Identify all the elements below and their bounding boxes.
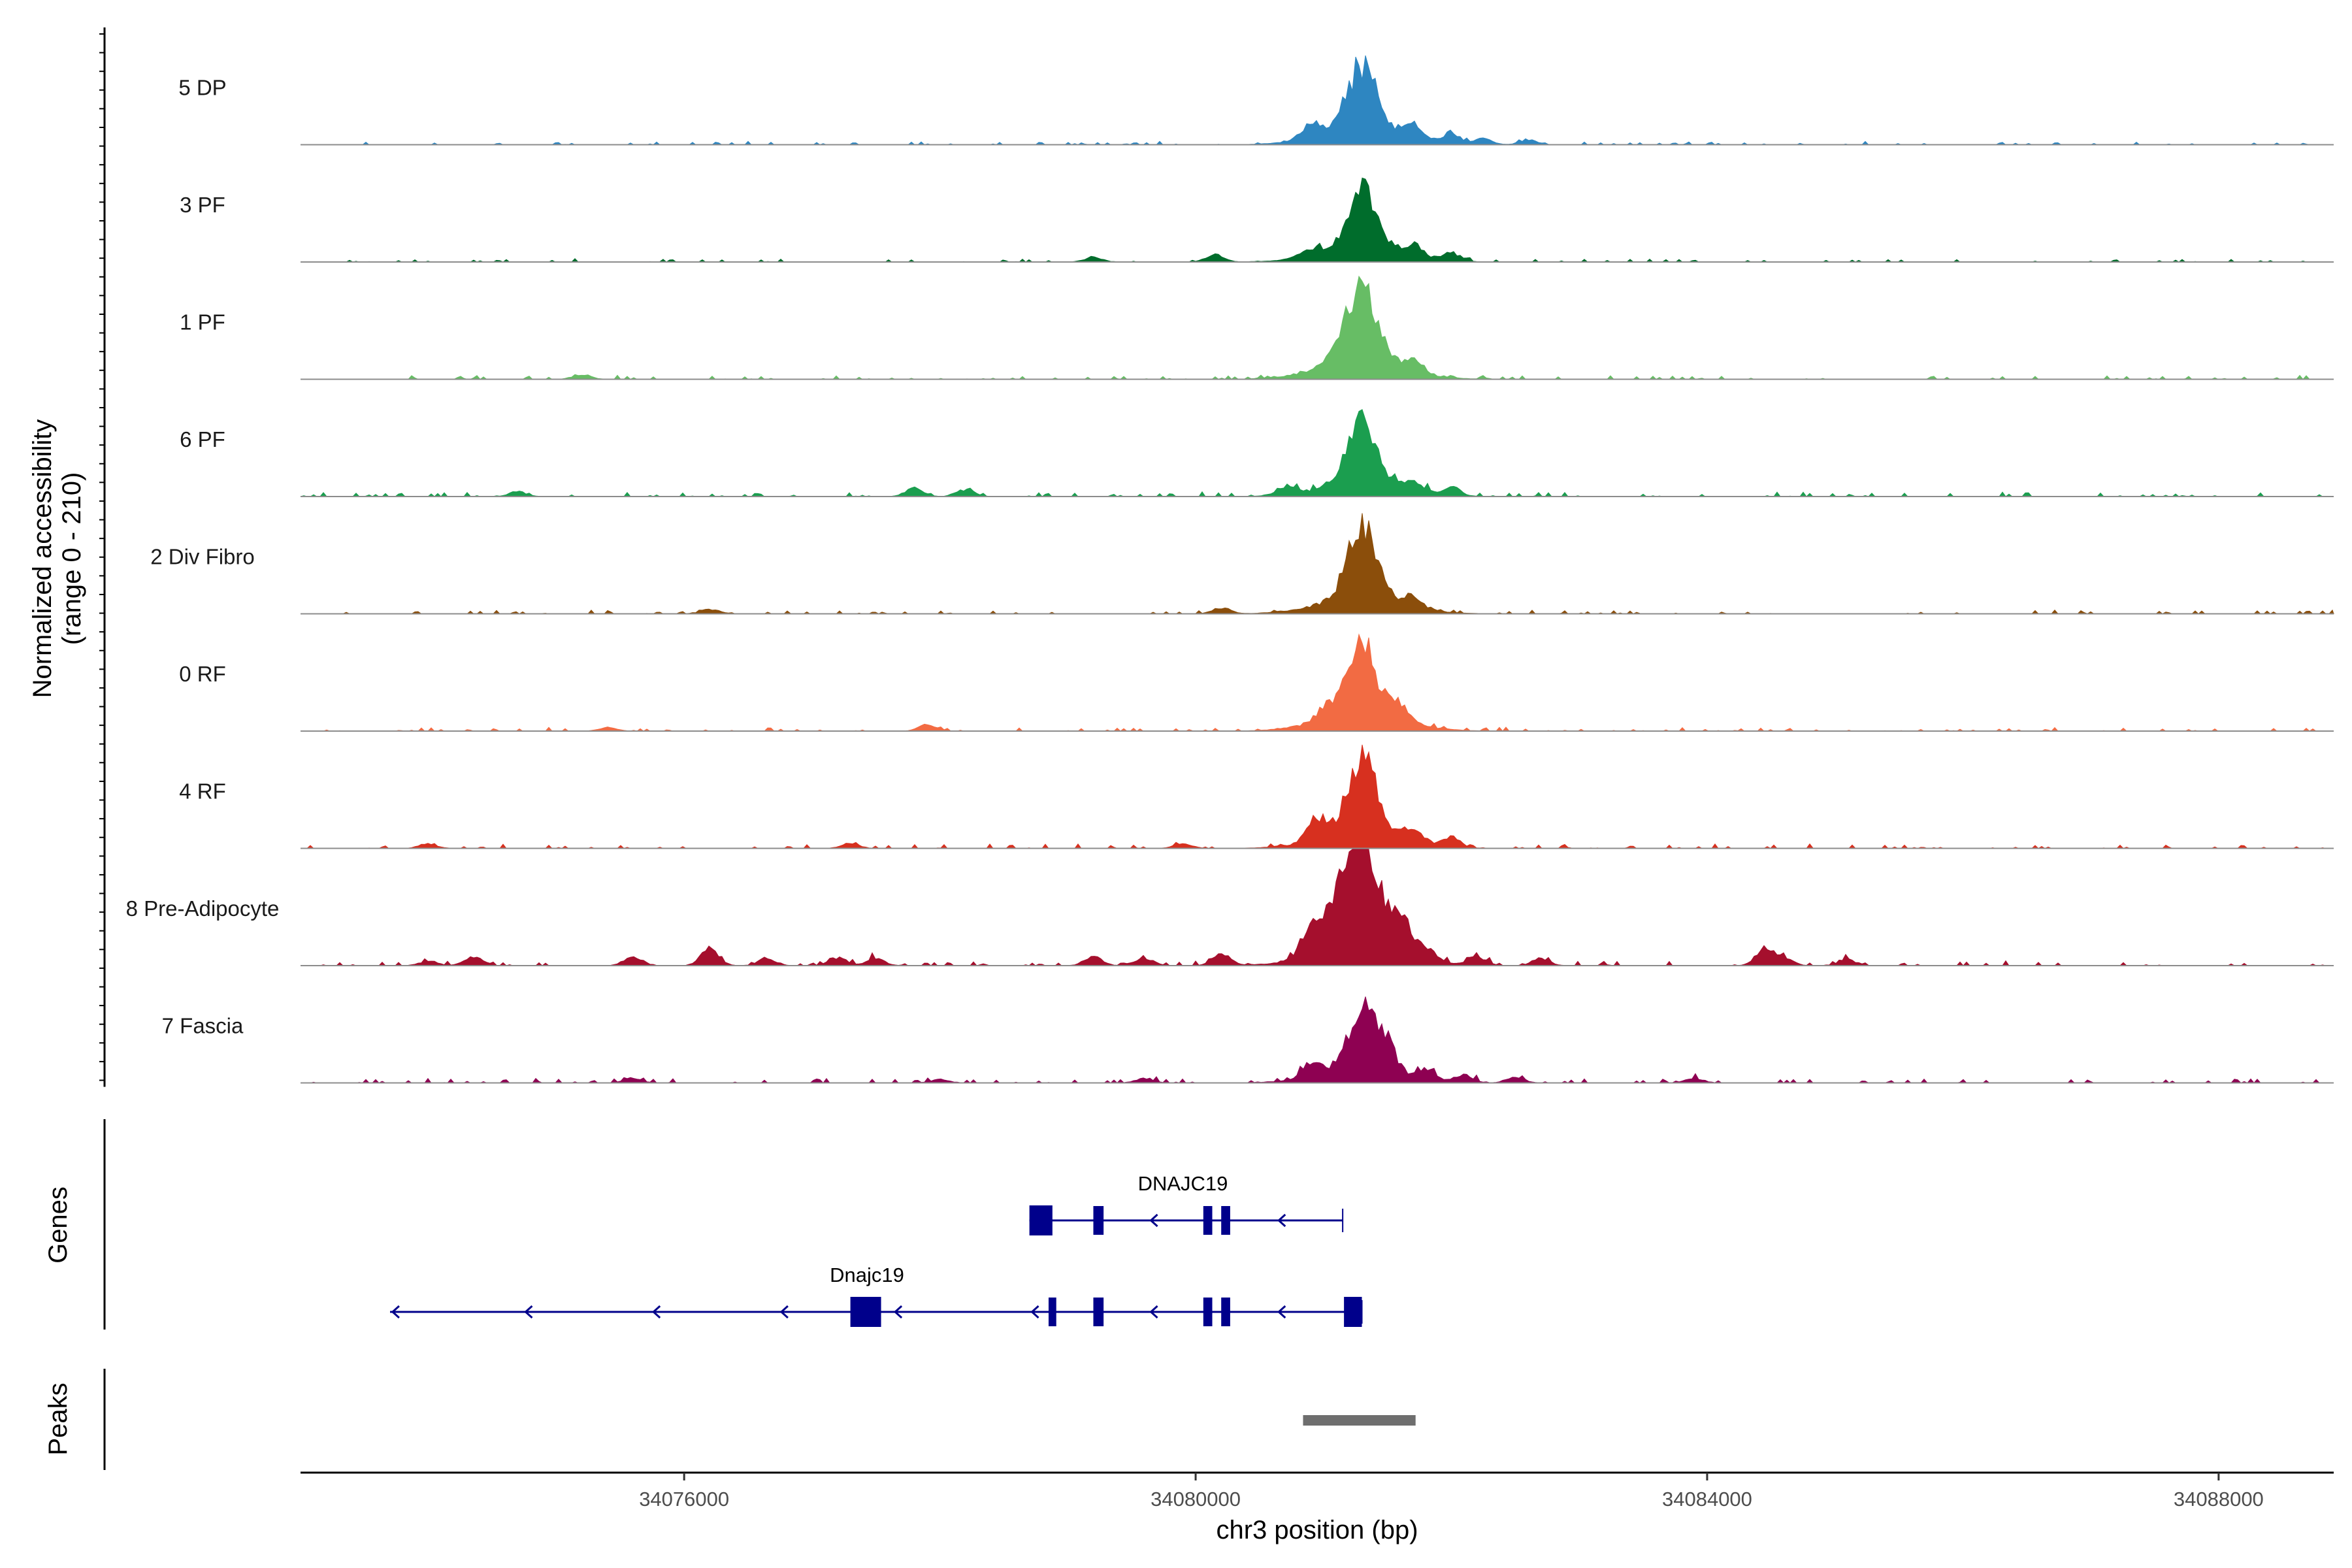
strand-arrow-1-3 — [779, 1305, 789, 1319]
track-3: 6 PF — [180, 409, 2334, 497]
gene-name-0: DNAJC19 — [1138, 1172, 1228, 1195]
exon-1-2 — [1093, 1298, 1104, 1326]
exon-0-2 — [1203, 1206, 1213, 1235]
strand-arrow-1-1 — [524, 1305, 533, 1319]
exon-1-0 — [850, 1297, 881, 1327]
track-label-8: 7 Fascia — [162, 1014, 244, 1038]
gene-model-0: DNAJC19 — [1029, 1172, 1344, 1235]
exon-0-0 — [1029, 1205, 1053, 1235]
track-4: 2 Div Fibro — [150, 513, 2334, 615]
track-5: 0 RF — [179, 633, 2334, 732]
exon-1-4 — [1221, 1298, 1230, 1326]
exon-1-1 — [1048, 1298, 1056, 1326]
track-label-6: 4 RF — [179, 779, 226, 804]
strand-arrow-1-6 — [1149, 1305, 1158, 1319]
track-label-2: 1 PF — [180, 310, 225, 335]
peak-region-0 — [1303, 1415, 1416, 1426]
track-7: 8 Pre-Adipocyte — [126, 849, 2334, 966]
x-axis-ticks: 34076000 34080000 34084000 34088000 — [639, 1473, 2264, 1511]
x-tick-label-3: 34088000 — [2174, 1488, 2264, 1511]
x-tick-label-0: 34076000 — [639, 1488, 729, 1511]
x-axis-title: chr3 position (bp) — [1216, 1516, 1418, 1544]
accessibility-y-axis — [99, 27, 106, 1087]
genes-track-title: Genes — [44, 1186, 73, 1264]
track-label-4: 2 Div Fibro — [150, 545, 255, 569]
coverage-tracks: 5 DP 3 PF 1 PF 6 PF 2 Div Fibro 0 RF 4 RF 8 Pre… — [126, 55, 2334, 1084]
strand-arrow-1-5 — [1030, 1305, 1039, 1319]
track-label-7: 8 Pre-Adipocyte — [126, 896, 280, 921]
track-1: 3 PF — [180, 177, 2334, 263]
x-tick-label-1: 34080000 — [1151, 1488, 1241, 1511]
strand-arrow-1-4 — [893, 1305, 903, 1319]
track-8: 7 Fascia — [162, 996, 2334, 1084]
y-axis-title-line1: Normalized accessibility — [28, 419, 57, 698]
strand-arrow-1-2 — [651, 1305, 661, 1319]
strand-arrow-0-1 — [1277, 1213, 1286, 1228]
peaks-track — [1303, 1415, 1416, 1426]
exon-0-3 — [1221, 1206, 1230, 1235]
gene-name-1: Dnajc19 — [830, 1264, 904, 1286]
track-6: 4 RF — [179, 744, 2334, 849]
track-0: 5 DP — [178, 55, 2334, 146]
strand-arrow-1-0 — [391, 1305, 400, 1319]
coverage-area-5 — [301, 633, 2334, 732]
genes-track: DNAJC19 Dnajc19 — [390, 1172, 1363, 1327]
x-tick-label-2: 34084000 — [1662, 1488, 1752, 1511]
strand-arrow-1-7 — [1277, 1305, 1286, 1319]
strand-arrow-0-0 — [1149, 1213, 1158, 1228]
peaks-track-title: Peaks — [44, 1382, 73, 1455]
track-label-1: 3 PF — [180, 193, 225, 217]
gene-model-1: Dnajc19 — [390, 1264, 1363, 1327]
track-label-5: 0 RF — [179, 662, 226, 686]
track-2: 1 PF — [180, 275, 2334, 380]
exon-1-5 — [1344, 1297, 1362, 1327]
exon-1-3 — [1203, 1298, 1213, 1326]
y-axis-title-line2: (range 0 - 210) — [57, 472, 86, 645]
track-label-0: 5 DP — [178, 76, 226, 100]
track-label-3: 6 PF — [180, 427, 225, 451]
exon-0-1 — [1093, 1206, 1104, 1235]
